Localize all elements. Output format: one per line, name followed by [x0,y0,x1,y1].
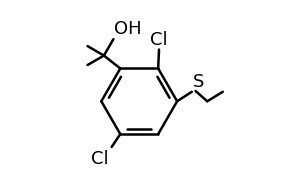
Text: Cl: Cl [91,150,109,169]
Text: Cl: Cl [150,31,168,49]
Text: OH: OH [114,20,142,38]
Text: S: S [192,73,204,91]
